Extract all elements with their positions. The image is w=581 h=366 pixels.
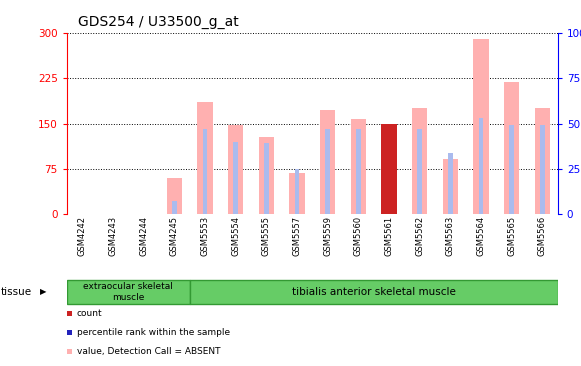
Bar bbox=[535, 108, 550, 214]
Bar bbox=[167, 178, 182, 214]
Text: GDS254 / U33500_g_at: GDS254 / U33500_g_at bbox=[78, 15, 239, 29]
Bar bbox=[351, 119, 366, 214]
Text: count: count bbox=[77, 309, 102, 318]
Text: GSM4243: GSM4243 bbox=[108, 216, 117, 256]
Text: value, Detection Call = ABSENT: value, Detection Call = ABSENT bbox=[77, 347, 220, 356]
Bar bbox=[325, 129, 330, 214]
Bar bbox=[289, 173, 304, 214]
Bar bbox=[259, 137, 274, 214]
Text: GSM5564: GSM5564 bbox=[476, 216, 486, 256]
Bar bbox=[381, 124, 397, 214]
Bar bbox=[443, 158, 458, 214]
FancyBboxPatch shape bbox=[189, 280, 558, 304]
Bar bbox=[540, 125, 545, 214]
Text: GSM5566: GSM5566 bbox=[538, 216, 547, 256]
Text: GSM5560: GSM5560 bbox=[354, 216, 363, 256]
Bar bbox=[510, 125, 514, 214]
Text: tibialis anterior skeletal muscle: tibialis anterior skeletal muscle bbox=[292, 287, 456, 297]
Bar bbox=[295, 169, 299, 214]
Text: GSM5563: GSM5563 bbox=[446, 216, 455, 256]
Text: GSM5561: GSM5561 bbox=[385, 216, 393, 256]
Text: GSM5557: GSM5557 bbox=[292, 216, 302, 256]
Text: GSM5562: GSM5562 bbox=[415, 216, 424, 256]
Bar bbox=[203, 129, 207, 214]
Bar bbox=[356, 129, 361, 214]
Bar bbox=[228, 125, 243, 214]
Text: extraocular skeletal
muscle: extraocular skeletal muscle bbox=[83, 282, 173, 302]
Bar bbox=[264, 143, 268, 214]
Text: percentile rank within the sample: percentile rank within the sample bbox=[77, 328, 230, 337]
Bar bbox=[504, 82, 519, 214]
Text: GSM5554: GSM5554 bbox=[231, 216, 240, 256]
Text: GSM5565: GSM5565 bbox=[507, 216, 517, 256]
Text: tissue: tissue bbox=[1, 287, 32, 297]
Text: GSM4242: GSM4242 bbox=[78, 216, 87, 256]
FancyBboxPatch shape bbox=[67, 280, 189, 304]
Bar bbox=[234, 142, 238, 214]
Bar bbox=[197, 102, 213, 214]
Text: GSM5559: GSM5559 bbox=[323, 216, 332, 256]
Text: GSM4245: GSM4245 bbox=[170, 216, 179, 256]
Bar bbox=[474, 39, 489, 214]
Bar bbox=[417, 129, 422, 214]
Bar bbox=[172, 201, 177, 214]
Bar bbox=[448, 153, 453, 214]
Text: GSM5555: GSM5555 bbox=[262, 216, 271, 256]
Text: GSM5553: GSM5553 bbox=[200, 216, 209, 256]
Bar bbox=[320, 110, 335, 214]
Bar bbox=[412, 108, 428, 214]
Text: ▶: ▶ bbox=[40, 287, 46, 296]
Bar bbox=[479, 118, 483, 214]
Text: GSM4244: GSM4244 bbox=[139, 216, 148, 256]
